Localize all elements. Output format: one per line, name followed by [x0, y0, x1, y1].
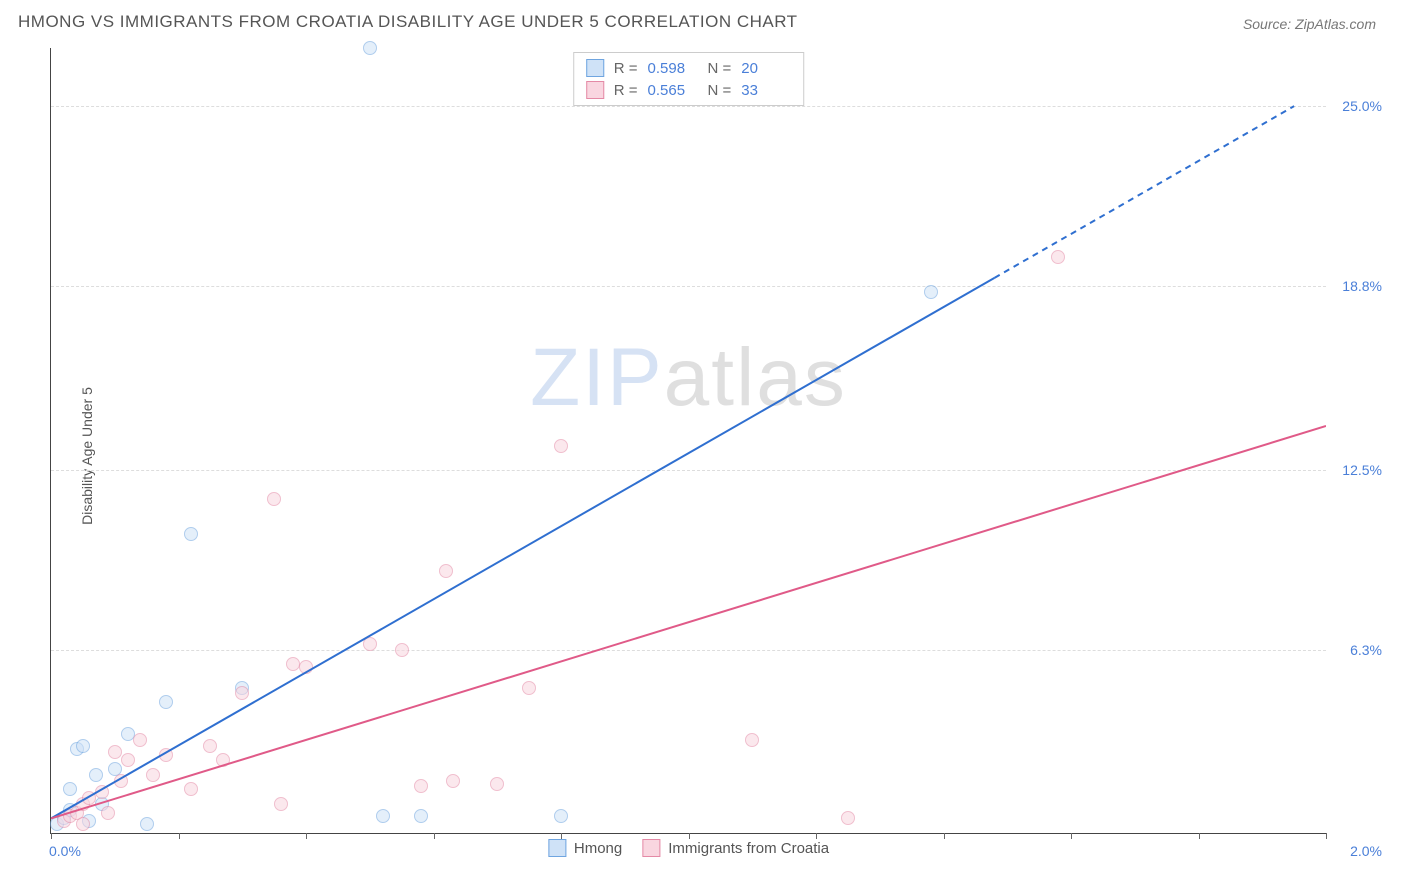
- data-point: [363, 41, 377, 55]
- x-tick: [306, 833, 307, 839]
- x-tick: [1199, 833, 1200, 839]
- data-point: [395, 643, 409, 657]
- data-point: [216, 753, 230, 767]
- data-point: [159, 748, 173, 762]
- x-axis-label-max: 2.0%: [1350, 843, 1382, 859]
- data-point: [89, 768, 103, 782]
- source-label: Source: ZipAtlas.com: [1243, 16, 1376, 32]
- legend-swatch: [642, 839, 660, 857]
- data-point: [363, 637, 377, 651]
- y-axis-label: 25.0%: [1342, 98, 1382, 114]
- data-point: [140, 817, 154, 831]
- legend-r-label: R =: [614, 82, 638, 99]
- data-point: [267, 492, 281, 506]
- chart-container: Disability Age Under 5 ZIPatlas R =0.598…: [50, 48, 1386, 864]
- data-point: [101, 806, 115, 820]
- data-point: [114, 774, 128, 788]
- data-point: [554, 809, 568, 823]
- data-point: [439, 564, 453, 578]
- legend-r-label: R =: [614, 60, 638, 77]
- legend-item: Immigrants from Croatia: [642, 839, 829, 857]
- data-point: [924, 285, 938, 299]
- data-point: [95, 785, 109, 799]
- data-point: [745, 733, 759, 747]
- legend-row: R = 0.598 N = 20: [586, 57, 792, 79]
- plot-area: ZIPatlas R =0.598N =20R =0.565N =33 Hmon…: [50, 48, 1326, 834]
- data-point: [76, 817, 90, 831]
- legend-item: Hmong: [548, 839, 622, 857]
- data-point: [159, 695, 173, 709]
- legend-label: Hmong: [574, 840, 622, 857]
- data-point: [203, 739, 217, 753]
- data-point: [184, 782, 198, 796]
- legend-swatch: [586, 81, 604, 99]
- x-tick: [1071, 833, 1072, 839]
- data-point: [841, 811, 855, 825]
- x-axis-label-min: 0.0%: [49, 843, 81, 859]
- data-point: [414, 809, 428, 823]
- data-point: [133, 733, 147, 747]
- x-tick: [51, 833, 52, 839]
- data-point: [286, 657, 300, 671]
- legend-label: Immigrants from Croatia: [668, 840, 829, 857]
- data-point: [522, 681, 536, 695]
- legend-correlation: R = 0.598 N = 20 R = 0.565 N = 33: [573, 52, 805, 106]
- data-point: [108, 745, 122, 759]
- data-point: [490, 777, 504, 791]
- y-axis-label: 18.8%: [1342, 278, 1382, 294]
- legend-swatch: [548, 839, 566, 857]
- data-point: [274, 797, 288, 811]
- legend-n-value: 20: [741, 60, 791, 77]
- data-point: [1051, 250, 1065, 264]
- data-point: [63, 782, 77, 796]
- y-axis-label: 6.3%: [1350, 642, 1382, 658]
- data-point: [299, 660, 313, 674]
- chart-title: HMONG VS IMMIGRANTS FROM CROATIA DISABIL…: [18, 12, 798, 32]
- data-point: [376, 809, 390, 823]
- x-tick: [434, 833, 435, 839]
- legend-n-label: N =: [708, 60, 732, 77]
- data-point: [76, 739, 90, 753]
- data-point: [121, 753, 135, 767]
- data-point: [235, 686, 249, 700]
- legend-row: R = 0.565 N = 33: [586, 79, 792, 101]
- data-point: [184, 527, 198, 541]
- x-tick: [944, 833, 945, 839]
- data-point: [554, 439, 568, 453]
- legend-n-label: N =: [708, 82, 732, 99]
- legend-r-value: 0.565: [648, 82, 698, 99]
- y-axis-label: 12.5%: [1342, 462, 1382, 478]
- legend-r-value: 0.598: [648, 60, 698, 77]
- data-point: [446, 774, 460, 788]
- legend-n-value: 33: [741, 82, 791, 99]
- legend-series: Hmong Immigrants from Croatia: [548, 839, 829, 857]
- x-tick: [179, 833, 180, 839]
- x-tick: [1326, 833, 1327, 839]
- data-point: [146, 768, 160, 782]
- data-point: [414, 779, 428, 793]
- legend-swatch: [586, 59, 604, 77]
